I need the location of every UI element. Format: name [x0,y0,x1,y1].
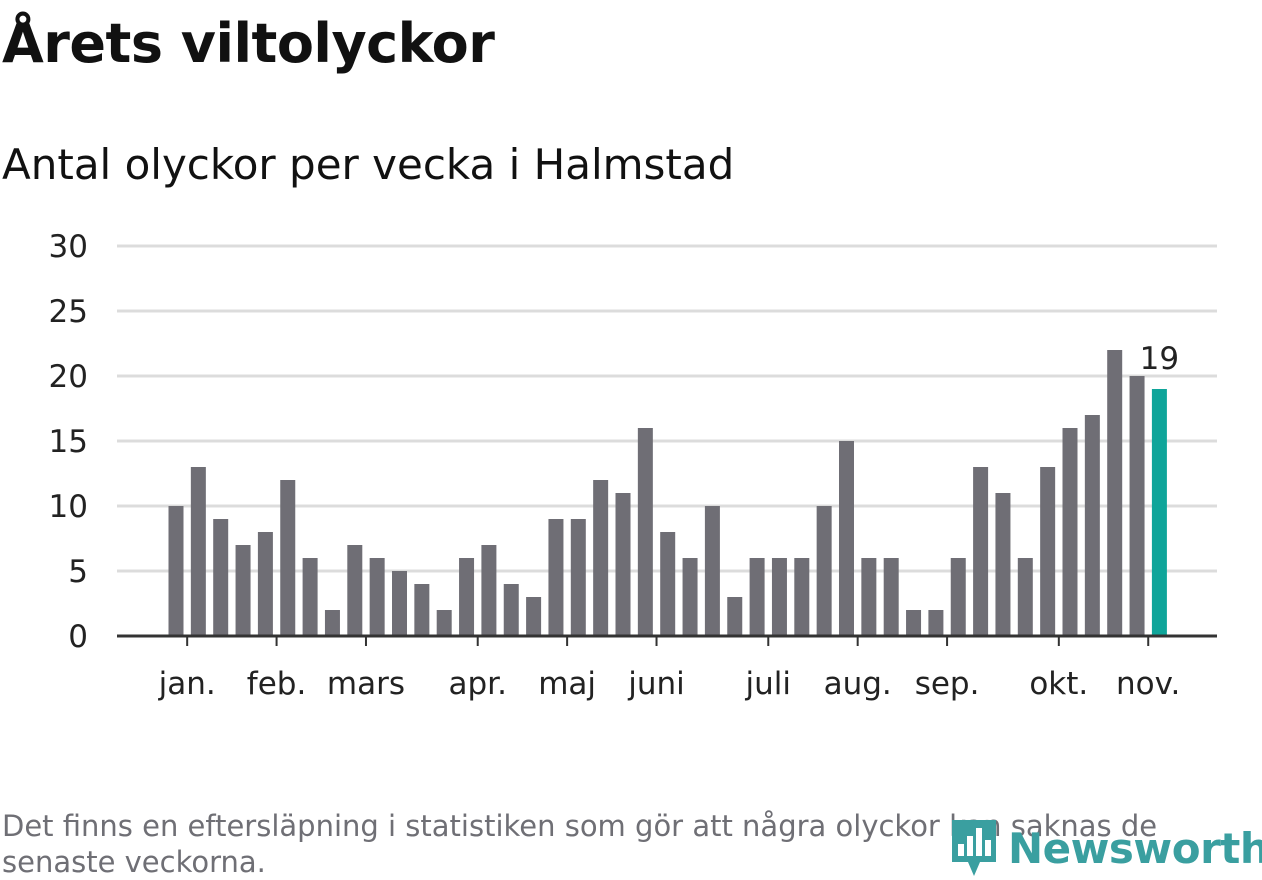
x-tick-label: juni [627,666,685,702]
y-tick-label: 30 [49,229,88,265]
chart-subtitle: Antal olyckor per vecka i Halmstad [2,140,735,189]
bars: 19 [168,341,1179,636]
bar [660,532,676,636]
bar [973,467,989,636]
bar [816,506,832,636]
bar [190,467,206,636]
bar [995,493,1011,636]
bar [280,480,296,636]
bar [369,558,385,636]
bar [1040,467,1056,636]
y-tick-label: 20 [49,359,88,395]
x-axis: jan. feb. mars apr. maj juni juli aug. sep. okt. n… [117,634,1217,702]
bar [928,610,944,636]
logo-text: Newsworthy [1008,823,1262,873]
bar [548,519,564,636]
x-tick-label: maj [538,666,596,702]
bar [436,610,452,636]
bar [1129,376,1145,636]
bar [749,558,765,636]
bar [526,597,542,636]
bar [794,558,810,636]
bar [168,506,184,636]
bar [257,532,273,636]
bar [324,610,340,636]
bar [347,545,363,636]
chart-title: Årets viltolyckor [2,12,495,75]
grid-lines [117,244,1217,573]
newsworthy-logo: Newsworthy [950,818,1262,878]
bar [906,610,922,636]
x-tick-label: okt. [1029,666,1088,702]
bar [593,480,609,636]
bar [570,519,586,636]
bar-chart-pin-icon [952,820,996,876]
x-tick-label: sep. [915,666,980,702]
x-tick-label: juli [745,666,792,702]
x-tick-label: nov. [1116,666,1180,702]
x-tick-label: feb. [247,666,307,702]
bar [839,441,854,636]
bar [213,519,229,636]
bar [861,558,877,636]
bar [459,558,475,636]
bar [637,428,653,636]
y-tick-label: 25 [49,294,88,330]
bar [727,597,743,636]
bar [950,558,966,636]
bar [235,545,251,636]
y-tick-label: 5 [68,554,88,590]
y-axis: 0 5 10 15 20 25 30 [49,229,88,655]
x-tick-label: mars [327,666,405,702]
y-tick-label: 10 [49,489,88,525]
highlight-data-label: 19 [1140,341,1179,377]
y-tick-label: 15 [49,424,88,460]
x-tick-label: aug. [824,666,892,702]
bar [883,558,899,636]
x-tick-label: apr. [449,666,507,702]
y-tick-label: 0 [68,619,88,655]
bar [392,571,407,636]
bar [503,584,519,636]
bar [704,506,720,636]
bar [1107,350,1123,636]
bar [615,493,631,636]
bar-highlight [1151,389,1167,636]
bar [302,558,318,636]
bar [481,545,497,636]
x-tick-label: jan. [158,666,216,702]
bar [1017,558,1033,636]
bar [1084,415,1100,636]
bar [771,558,787,636]
bar [682,558,698,636]
bar [414,584,430,636]
bar [1062,428,1078,636]
